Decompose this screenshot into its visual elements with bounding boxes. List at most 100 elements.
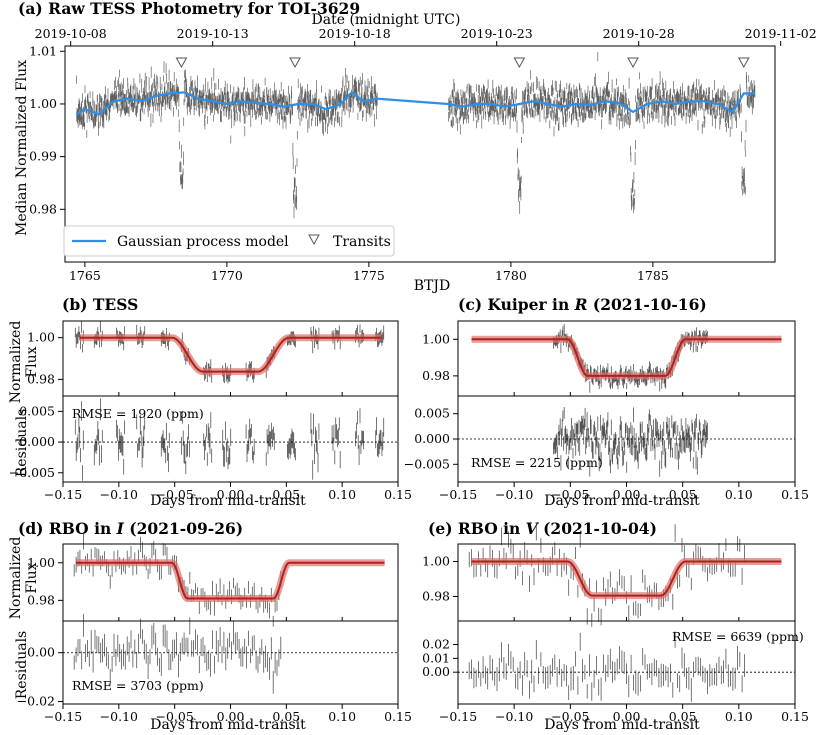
resid-ytick-label: 0.005 <box>19 403 55 418</box>
panel-e-plot-area: −0.15 −0.10 −0.05 0.00 0.05 0.10 0.15 0.98 1.00 0… <box>422 524 809 724</box>
panel-d-xlabel: Days from mid-transit <box>150 717 306 733</box>
panel-b-title: (b) TESS <box>62 295 138 314</box>
panel-a-legend: Gaussian process model Transits <box>63 225 395 257</box>
panel-c-title-post: (2021-10-16) <box>588 295 707 314</box>
transit-marker-3 <box>627 57 639 69</box>
xtick-label: −0.15 <box>44 487 82 502</box>
legend-gp-label: Gaussian process model <box>117 234 289 250</box>
panel-a-date-label: 2019-10-18 <box>319 26 391 41</box>
transit-model-line <box>471 338 782 377</box>
panel-e-xlabel: Days from mid-transit <box>544 717 700 733</box>
panel-c-rmse: RMSE = 2215 (ppm) <box>471 455 603 470</box>
panel-a-ytick-label: 1.01 <box>29 43 57 58</box>
panel-e-title-pre: (e) RBO in <box>428 519 526 538</box>
panel-e-title-post: (2021-10-04) <box>538 519 657 538</box>
panel-d-resid-label: Residuals <box>14 631 30 699</box>
panel-b-tess: (b) TESS −0.15 −0.10 −0.05 0.00 0.05 0.10 0.15… <box>8 295 412 509</box>
xtick-label: 0.15 <box>781 709 809 724</box>
flux-ytick-label: 0.98 <box>27 592 55 607</box>
resid-ytick-label: −0.005 <box>404 456 450 471</box>
panel-b-plot-area: −0.15 −0.10 −0.05 0.00 0.05 0.10 0.15 0.98 1.00 −… <box>9 320 412 502</box>
panel-a-xtick-label: 1775 <box>353 268 385 283</box>
panel-a-title: (a) Raw TESS Photometry for TOI-3629 <box>18 0 360 18</box>
flux-ytick-label: 1.00 <box>422 331 450 346</box>
panel-b-ylabel-1: Normalized <box>8 321 24 404</box>
xtick-label: 0.10 <box>725 709 753 724</box>
panel-d-plot-area: −0.15 −0.10 −0.05 0.00 0.05 0.10 0.15 0.98 1.00 −… <box>17 534 412 724</box>
panel-a-date-label: 2019-10-23 <box>461 26 533 41</box>
flux-ytick-label: 0.98 <box>422 368 450 383</box>
xtick-label: 0.05 <box>272 709 300 724</box>
panel-a-top-axis-label: Date (midnight UTC) <box>312 12 461 28</box>
flux-ytick-label: 0.98 <box>422 589 450 604</box>
xtick-label: 0.00 <box>613 487 641 502</box>
panel-a-xtick-label: 1780 <box>495 268 527 283</box>
xtick-label: −0.10 <box>495 487 533 502</box>
gp-model-line <box>75 90 756 116</box>
xtick-label: −0.05 <box>156 487 194 502</box>
xtick-label: 0.00 <box>613 709 641 724</box>
transit-marker-0 <box>175 57 188 69</box>
panel-c-title: (c) Kuiper in R (2021-10-16) <box>458 295 707 314</box>
model-uncertainty-band <box>76 559 385 602</box>
panel-a-ytick-label: 0.99 <box>29 149 57 164</box>
transit-model-line <box>471 560 782 597</box>
panel-c-title-pre: (c) Kuiper in <box>458 295 575 314</box>
xtick-label: −0.05 <box>551 709 589 724</box>
xtick-label: 0.15 <box>384 487 412 502</box>
xtick-label: 0.00 <box>217 709 245 724</box>
tess-raw-flux-points <box>76 52 756 219</box>
panel-a-xtick-label: 1770 <box>211 268 243 283</box>
panel-b-xlabel: Days from mid-transit <box>150 493 306 509</box>
xtick-label: −0.05 <box>156 709 194 724</box>
flux-ytick-label: 0.98 <box>27 371 55 386</box>
resid-ytick-label: 0.00 <box>422 664 450 679</box>
panel-b-resid-label: Residuals <box>14 409 30 477</box>
residual-data-points <box>468 631 745 702</box>
flux-ytick-label: 1.00 <box>422 554 450 569</box>
resid-ytick-label: −0.02 <box>17 694 55 709</box>
transit-model-line <box>76 561 385 600</box>
flux-data-points <box>468 524 745 627</box>
flux-frame <box>62 320 399 397</box>
resid-ytick-label: 0.01 <box>422 650 450 665</box>
xtick-label: −0.10 <box>100 709 138 724</box>
panel-d-title-pre: (d) RBO in <box>18 519 117 538</box>
panel-a-plot-area: 1765 1770 1775 1780 1785 2019-10-08 2019-10-13… <box>29 26 817 283</box>
panel-c-xlabel: Days from mid-transit <box>544 493 700 509</box>
resid-ytick-label: 0.005 <box>414 406 450 421</box>
residual-data-points <box>553 407 708 477</box>
xtick-label: 0.10 <box>725 487 753 502</box>
panel-e-title: (e) RBO in V (2021-10-04) <box>428 519 657 538</box>
resid-ytick-label: 0.000 <box>414 431 450 446</box>
panel-a-date-label: 2019-10-13 <box>177 26 249 41</box>
panel-a-date-label: 2019-10-28 <box>603 26 675 41</box>
xtick-label: 0.15 <box>384 709 412 724</box>
xtick-label: 0.05 <box>669 709 697 724</box>
xtick-label: 0.05 <box>669 487 697 502</box>
panel-c-kuiper: (c) Kuiper in R (2021-10-16) −0.15 −0.10 −… <box>404 295 809 509</box>
panel-d-title-band: I <box>116 519 125 538</box>
xtick-label: −0.05 <box>551 487 589 502</box>
panel-a-frame <box>64 45 776 263</box>
xtick-label: 0.15 <box>781 487 809 502</box>
xtick-label: −0.10 <box>100 487 138 502</box>
residual-data-points <box>74 398 385 481</box>
flux-ytick-label: 1.00 <box>27 555 55 570</box>
panel-e-rbo-v: (e) RBO in V (2021-10-04) −0.15 −0.10 −0.0… <box>422 519 809 733</box>
panel-a-xtick-label: 1785 <box>637 268 669 283</box>
legend-transit-icon <box>308 234 320 246</box>
panel-c-title-band: R <box>574 295 588 314</box>
xtick-label: 0.10 <box>328 709 356 724</box>
panel-d-rbo-i: (d) RBO in I (2021-09-26) −0.15 −0.10 −0.0… <box>8 519 412 733</box>
legend-transits-label: Transits <box>333 234 391 250</box>
panel-a-ytick-label: 0.98 <box>29 201 57 216</box>
panel-a-raw-tess: (a) Raw TESS Photometry for TOI-3629 Dat… <box>14 0 817 294</box>
panel-a-ytick-label: 1.00 <box>29 96 57 111</box>
panel-b-ylabel-2: Flux <box>24 346 40 377</box>
panel-a-date-label: 2019-10-08 <box>35 26 107 41</box>
panel-e-rmse: RMSE = 6639 (ppm) <box>672 629 804 644</box>
xtick-label: −0.15 <box>439 487 477 502</box>
resid-ytick-label: 0.00 <box>27 645 55 660</box>
